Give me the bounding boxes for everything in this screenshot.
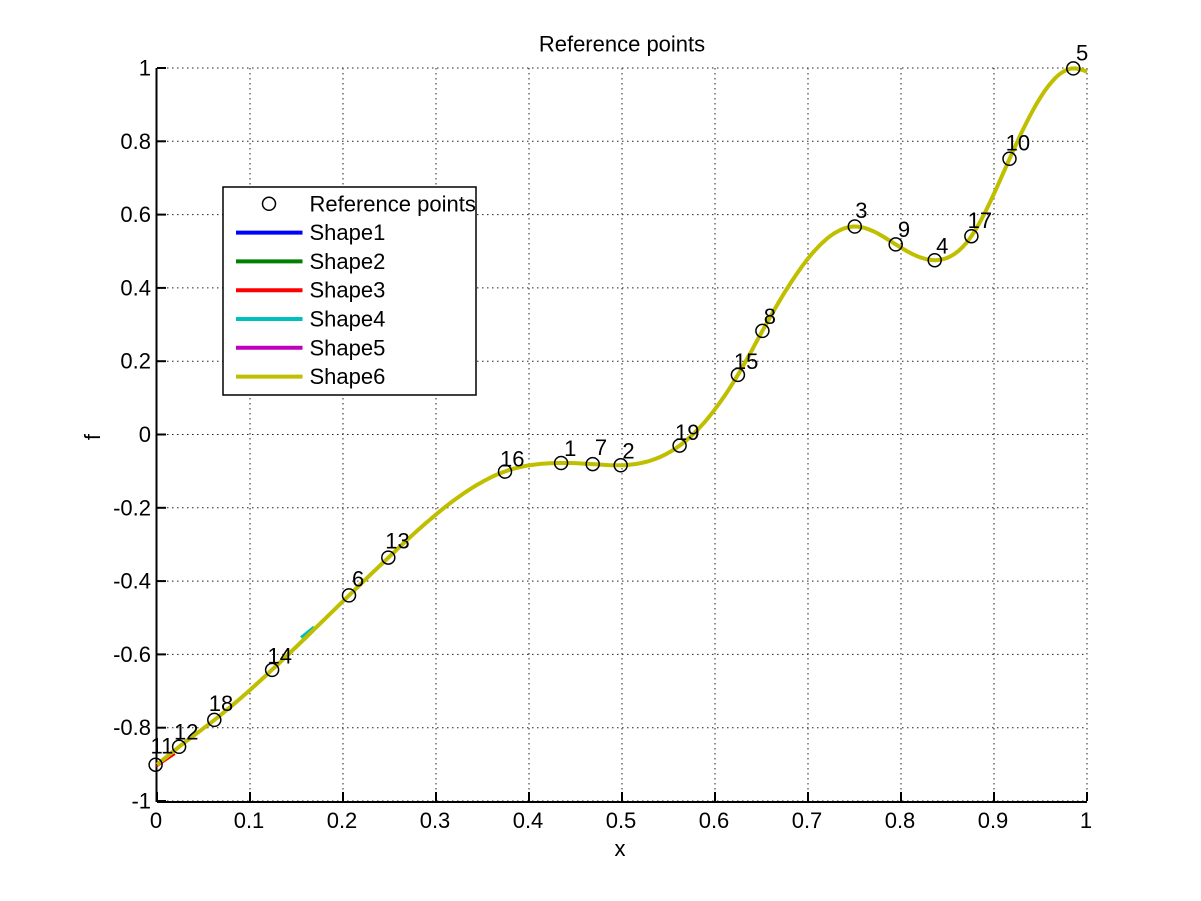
svg-text:1: 1	[564, 436, 576, 461]
svg-text:3: 3	[855, 198, 867, 223]
svg-text:0: 0	[139, 422, 151, 447]
svg-text:Shape3: Shape3	[310, 278, 386, 303]
svg-text:0.3: 0.3	[420, 808, 451, 833]
svg-text:7: 7	[595, 435, 607, 460]
svg-text:18: 18	[209, 691, 233, 716]
svg-text:1: 1	[139, 56, 151, 81]
svg-text:-1: -1	[131, 789, 151, 814]
svg-text:-0.2: -0.2	[113, 495, 151, 520]
svg-text:0.5: 0.5	[606, 808, 637, 833]
svg-text:Shape1: Shape1	[310, 220, 386, 245]
svg-text:-0.6: -0.6	[113, 642, 151, 667]
svg-text:16: 16	[500, 447, 524, 472]
svg-text:6: 6	[352, 567, 364, 592]
svg-text:8: 8	[764, 304, 776, 329]
svg-text:0.2: 0.2	[120, 349, 151, 374]
svg-text:15: 15	[734, 349, 758, 374]
svg-text:5: 5	[1076, 41, 1088, 66]
svg-text:Shape2: Shape2	[310, 249, 386, 274]
svg-text:0.4: 0.4	[513, 808, 544, 833]
svg-text:0.6: 0.6	[699, 808, 730, 833]
svg-text:2: 2	[622, 438, 634, 463]
svg-text:0.7: 0.7	[792, 808, 823, 833]
svg-text:11: 11	[151, 734, 174, 759]
svg-text:17: 17	[968, 208, 992, 233]
svg-text:0.2: 0.2	[327, 808, 358, 833]
svg-text:Reference points: Reference points	[539, 32, 705, 57]
svg-text:0.1: 0.1	[234, 808, 265, 833]
svg-text:Shape6: Shape6	[310, 364, 386, 389]
svg-text:4: 4	[936, 233, 948, 258]
svg-text:0.6: 0.6	[120, 202, 151, 227]
svg-text:19: 19	[675, 420, 699, 445]
svg-text:0: 0	[150, 808, 162, 833]
svg-text:10: 10	[1006, 131, 1030, 156]
svg-text:14: 14	[268, 643, 292, 668]
svg-text:0.9: 0.9	[978, 808, 1009, 833]
svg-text:0.8: 0.8	[120, 129, 151, 154]
svg-text:Shape5: Shape5	[310, 335, 386, 360]
svg-text:13: 13	[385, 529, 409, 554]
svg-text:0.8: 0.8	[885, 808, 916, 833]
svg-text:1: 1	[1080, 808, 1092, 833]
svg-text:12: 12	[174, 720, 198, 745]
svg-text:9: 9	[898, 217, 910, 242]
svg-text:-0.8: -0.8	[113, 715, 151, 740]
svg-text:0.4: 0.4	[120, 275, 151, 300]
svg-text:x: x	[615, 836, 626, 861]
svg-text:-0.4: -0.4	[113, 569, 151, 594]
svg-text:Reference points: Reference points	[310, 191, 476, 216]
svg-text:f: f	[80, 433, 105, 440]
svg-text:Shape4: Shape4	[310, 307, 386, 332]
